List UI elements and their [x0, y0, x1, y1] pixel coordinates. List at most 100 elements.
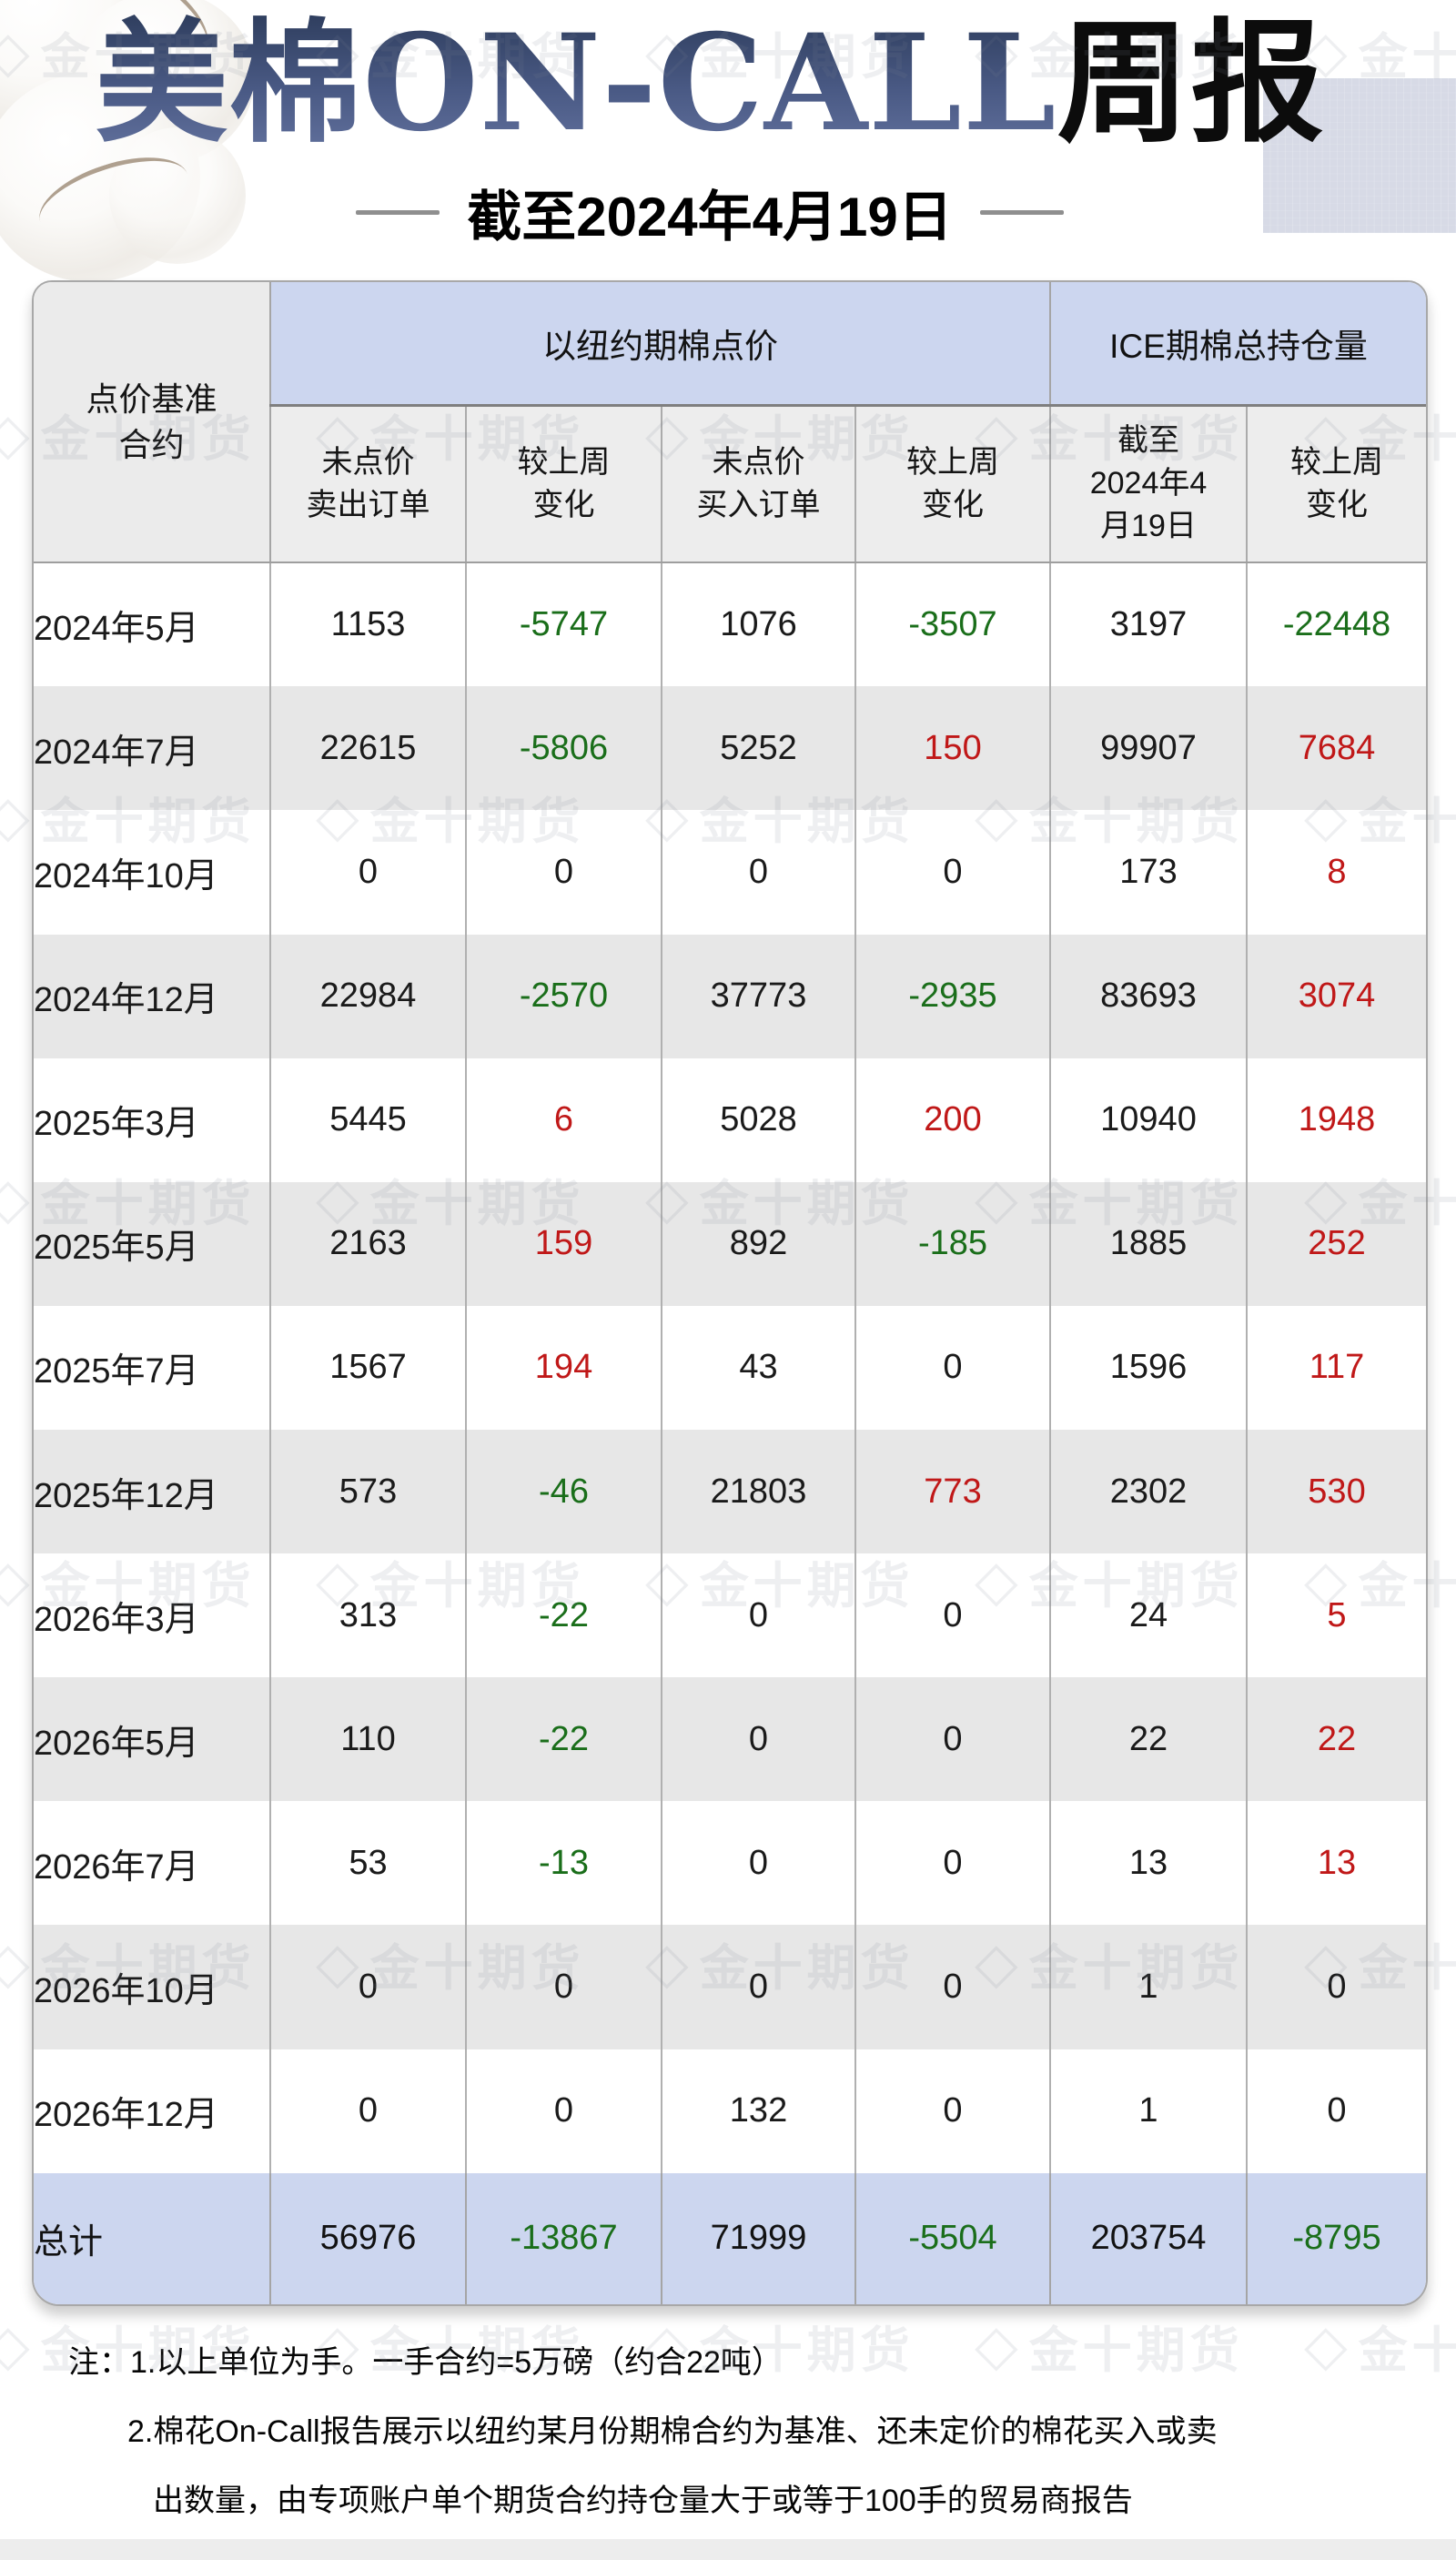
value-cell: 13: [1049, 1801, 1247, 1926]
value-cell: 10940: [1049, 1057, 1247, 1182]
watermark-diamond-logo: ◇: [0, 1549, 30, 1613]
table-row: 2025年3月 5445 6 5028 200 10940 1948: [34, 1057, 1426, 1182]
contract-month-cell: 2026年7月: [34, 1847, 199, 1887]
page-title-black: 周报: [1057, 5, 1325, 161]
change-cell: 3074: [1246, 934, 1426, 1058]
on-call-table: 点价基准 合约 以纽约期棉点价 ICE期棉总持仓量 未点价 卖出订单 较上周 变…: [34, 282, 1426, 2304]
change-cell: 117: [1246, 1305, 1426, 1431]
watermark-diamond-logo: ◇: [0, 784, 30, 848]
value-cell: 2163: [269, 1181, 466, 1306]
page-title-blue: 美棉ON-CALL: [95, 5, 1057, 161]
value-cell: 53: [269, 1801, 466, 1926]
cotton-photo-decoration: [0, 0, 282, 300]
change-cell: 150: [854, 686, 1050, 811]
total-row: 总计 56976 -13867 71999 -5504 203754 -8795: [34, 2172, 1426, 2304]
contract-month-cell: 2024年10月: [34, 857, 218, 896]
table-row: 2024年7月 22615 -5806 5252 150 99907 7684: [34, 686, 1426, 811]
change-cell: -3507: [854, 562, 1050, 687]
change-cell: -2935: [854, 934, 1050, 1058]
change-cell: 0: [854, 1305, 1050, 1431]
contract-month-cell: 2025年3月: [34, 1105, 199, 1144]
value-cell: 110: [269, 1677, 466, 1802]
value-cell: 1567: [269, 1305, 466, 1431]
value-cell: 0: [661, 1801, 855, 1926]
change-cell: 0: [854, 1553, 1050, 1678]
table-row: 2026年5月 110 -22 0 0 22 22: [34, 1677, 1426, 1802]
group-header-ny-pricing: 以纽约期棉点价: [269, 282, 1050, 407]
value-cell: 2302: [1049, 1430, 1247, 1554]
watermark-diamond-logo: ◇: [0, 402, 30, 466]
change-cell: 252: [1246, 1181, 1426, 1306]
change-cell: 6: [465, 1057, 662, 1182]
total-change-cell: -5504: [854, 2172, 1050, 2304]
change-cell: 8: [1246, 810, 1426, 935]
change-cell: 200: [854, 1057, 1050, 1182]
table-row: 2026年12月 0 0 132 0 1 0: [34, 2049, 1426, 2173]
report-table-container: 点价基准 合约 以纽约期棉点价 ICE期棉总持仓量 未点价 卖出订单 较上周 变…: [32, 280, 1428, 2306]
change-cell: 7684: [1246, 686, 1426, 811]
value-cell: 0: [269, 810, 466, 935]
table-row: 2025年7月 1567 194 43 0 1596 117: [34, 1305, 1426, 1431]
value-cell: 43: [661, 1305, 855, 1431]
total-change-cell: -13867: [465, 2172, 662, 2304]
change-cell: 13: [1246, 1801, 1426, 1926]
change-cell: 0: [854, 1677, 1050, 1802]
subtitle-left-dash: [356, 210, 440, 215]
change-cell: 0: [465, 2049, 662, 2173]
subtitle-date: 截至2024年4月19日: [467, 187, 953, 248]
contract-month-cell: 2026年5月: [34, 1724, 199, 1763]
contract-month-cell: 2024年5月: [34, 610, 199, 649]
table-row: 2025年12月 573 -46 21803 773 2302 530: [34, 1430, 1426, 1554]
value-cell: 0: [661, 1677, 855, 1802]
table-row: 2024年10月 0 0 0 0 173 8: [34, 810, 1426, 935]
page-title: 美棉ON-CALL周报: [0, 7, 1420, 160]
table-row: 2026年10月 0 0 0 0 1 0: [34, 1925, 1426, 2049]
total-value-cell: 203754: [1049, 2172, 1247, 2304]
contract-month-cell: 2025年5月: [34, 1229, 199, 1268]
contract-month-cell: 2025年12月: [34, 1476, 218, 1515]
value-cell: 1885: [1049, 1181, 1247, 1306]
subheader-weekly-change-1: 较上周 变化: [465, 405, 662, 564]
change-cell: 0: [854, 810, 1050, 935]
change-cell: 0: [854, 1925, 1050, 2049]
change-cell: 530: [1246, 1430, 1426, 1554]
change-cell: 0: [465, 810, 662, 935]
value-cell: 173: [1049, 810, 1247, 935]
change-cell: -22: [465, 1677, 662, 1802]
value-cell: 892: [661, 1181, 855, 1306]
value-cell: 99907: [1049, 686, 1247, 811]
change-cell: -5806: [465, 686, 662, 811]
table-row: 2026年7月 53 -13 0 0 13 13: [34, 1801, 1426, 1926]
value-cell: 83693: [1049, 934, 1247, 1058]
subtitle: 截至2024年4月19日: [0, 173, 1420, 252]
corner-header-cell: 点价基准 合约: [34, 282, 271, 564]
contract-month-cell: 2026年3月: [34, 1600, 199, 1639]
footnote-line-1: 注：1.以上单位为手。一手合约=5万磅（约合22吨）: [68, 2345, 783, 2380]
change-cell: -2570: [465, 934, 662, 1058]
subheader-weekly-change-2: 较上周 变化: [854, 405, 1050, 564]
watermark-diamond-logo: ◇: [0, 1931, 30, 1995]
contract-month-cell: 2024年12月: [34, 981, 218, 1020]
value-cell: 313: [269, 1553, 466, 1678]
change-cell: 1948: [1246, 1057, 1426, 1182]
value-cell: 1153: [269, 562, 466, 687]
table-row: 2024年12月 22984 -2570 37773 -2935 83693 3074: [34, 934, 1426, 1058]
change-cell: 0: [1246, 1925, 1426, 2049]
subheader-unpriced-buy: 未点价 买入订单: [661, 405, 855, 564]
footnotes: 注：1.以上单位为手。一手合约=5万磅（约合22吨） 2.棉花On-Call报告…: [0, 2328, 1456, 2535]
value-cell: 5445: [269, 1057, 466, 1182]
change-cell: 159: [465, 1181, 662, 1306]
value-cell: 21803: [661, 1430, 855, 1554]
watermark-diamond-logo: ◇: [0, 1167, 30, 1230]
value-cell: 0: [661, 810, 855, 935]
value-cell: 24: [1049, 1553, 1247, 1678]
change-cell: 0: [854, 1801, 1050, 1926]
cotton-puff: [109, 127, 246, 264]
total-value-cell: 71999: [661, 2172, 855, 2304]
value-cell: 3197: [1049, 562, 1247, 687]
table-header-group-row: 点价基准 合约 以纽约期棉点价 ICE期棉总持仓量: [34, 282, 1426, 564]
change-cell: 0: [1246, 2049, 1426, 2173]
value-cell: 22: [1049, 1677, 1247, 1802]
value-cell: 5028: [661, 1057, 855, 1182]
